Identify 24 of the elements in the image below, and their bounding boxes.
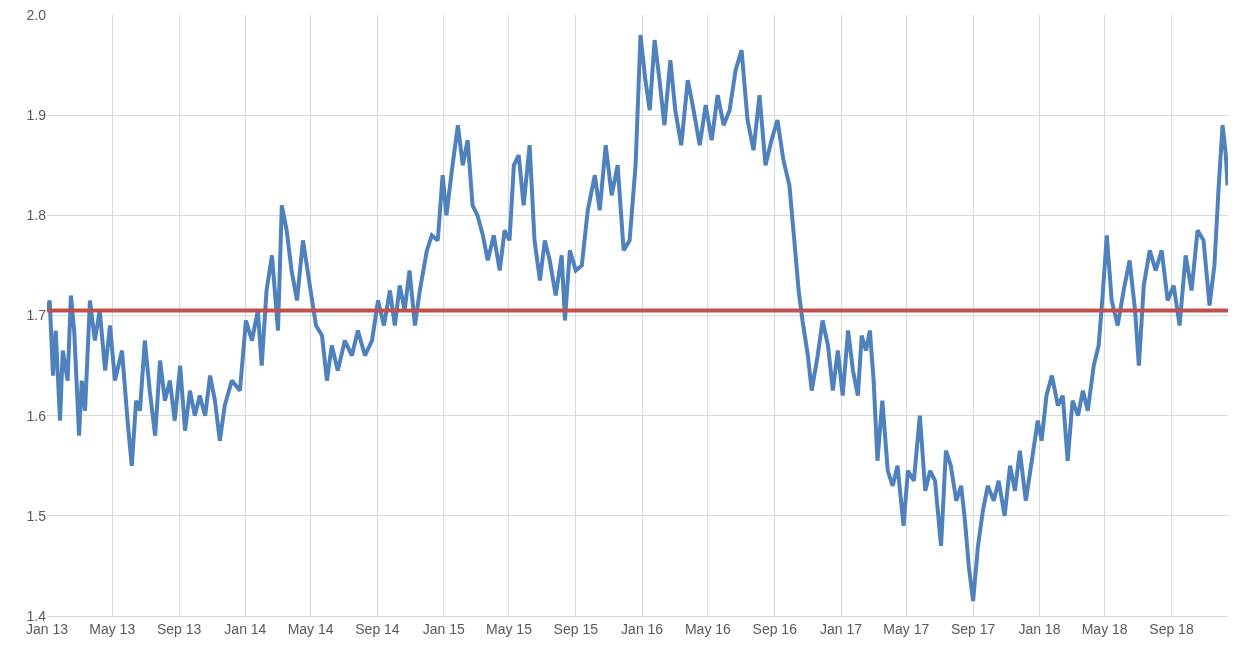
x-tick-label: Jan 18 [1018, 620, 1061, 637]
x-tick-label: May 17 [883, 620, 930, 637]
x-tick-label: Sep 15 [553, 620, 599, 637]
x-tick-label: May 14 [287, 620, 334, 637]
y-tick-label: 1.7 [26, 307, 47, 324]
x-tick-label: Jan 14 [224, 620, 267, 637]
line-series [47, 33, 1228, 603]
x-tick-label: May 18 [1081, 620, 1128, 637]
x-tick-label: Sep 14 [355, 620, 400, 637]
x-tick-label: May 13 [89, 620, 136, 637]
x-tick-label: Sep 17 [950, 620, 996, 637]
x-tick-label: Sep 13 [156, 620, 202, 637]
x-tick-label: Sep 18 [1149, 620, 1194, 637]
x-tick-label: May 15 [486, 620, 533, 637]
x-tick-label: May 16 [684, 620, 732, 637]
x-tick-label: Jan 15 [422, 620, 465, 637]
x-tick-label: Jan 17 [820, 620, 863, 637]
x-tick-label: Jan 16 [621, 620, 664, 637]
y-tick-label: 1.8 [26, 207, 47, 224]
y-tick-label: 1.9 [26, 107, 47, 124]
y-tick-label: 1.6 [26, 407, 47, 424]
y-tick-label: 2.0 [26, 6, 47, 23]
y-tick-label: 1.5 [26, 507, 47, 524]
x-tick-label: Sep 16 [752, 620, 798, 637]
